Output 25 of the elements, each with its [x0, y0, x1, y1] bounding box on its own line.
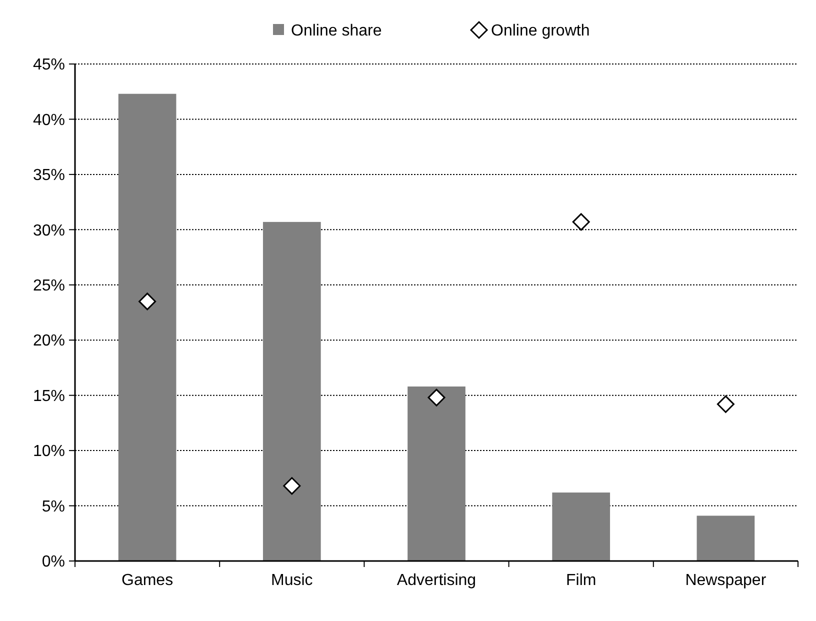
point [138, 292, 156, 310]
y-tick-label: 25% [32, 277, 65, 294]
x-tick-label: Newspaper [685, 572, 767, 589]
y-tick-label: 30% [32, 222, 65, 240]
point [283, 477, 301, 495]
bar [552, 492, 610, 561]
y-tick-label: 40% [32, 112, 65, 129]
legend-label: Online growth [491, 22, 590, 40]
x-tick-label: Games [122, 572, 174, 589]
bar [118, 94, 176, 561]
bar [408, 386, 466, 561]
x-tick-label: Advertising [396, 572, 476, 589]
y-tick-label: 15% [32, 388, 65, 405]
x-tick-label: Music [271, 572, 313, 589]
legend-label: Online share [291, 22, 382, 40]
point [428, 388, 446, 406]
y-tick-label: 5% [42, 498, 65, 516]
bar [696, 516, 755, 561]
bar [262, 222, 321, 561]
y-tick-label: 0% [42, 554, 65, 571]
x-tick-label: Film [566, 572, 596, 589]
y-tick-label: 35% [32, 167, 65, 184]
y-tick-label: 10% [32, 443, 65, 460]
y-tick-label: 20% [32, 332, 65, 350]
y-tick-label: 45% [32, 56, 65, 74]
